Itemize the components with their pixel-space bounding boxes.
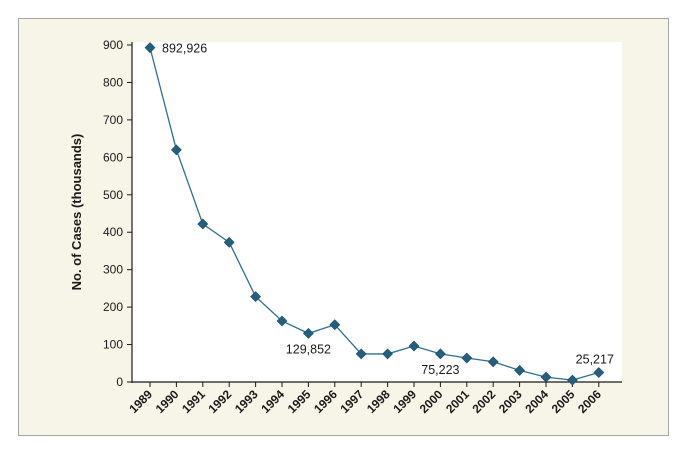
data-point [461,352,473,364]
data-label: 75,223 [421,363,459,377]
y-tick-label: 400 [103,225,123,239]
x-tick-label: 1989 [126,387,155,416]
y-tick-label: 500 [103,188,123,202]
data-point [223,236,235,248]
x-tick-label: 1994 [258,387,287,416]
data-point [197,218,209,230]
data-point [276,315,288,327]
y-tick-label: 0 [116,375,123,389]
data-point [329,319,341,331]
data-point [382,348,394,360]
x-tick-label: 1990 [153,387,182,416]
x-ticks: 1989199019911992199319941995199619971998… [126,382,604,416]
y-tick-label: 300 [103,263,123,277]
x-tick-label: 2004 [522,387,551,416]
x-tick-label: 1992 [206,387,235,416]
data-point [144,42,156,54]
data-point [434,348,446,360]
x-tick-label: 2000 [417,387,446,416]
y-tick-label: 600 [103,150,123,164]
y-tick-label: 100 [103,338,123,352]
x-tick-label: 1993 [232,387,261,416]
x-tick-label: 2003 [496,387,525,416]
y-tick-label: 700 [103,113,123,127]
data-point [566,374,578,386]
data-point [408,340,420,352]
x-tick-label: 1991 [179,387,208,416]
x-tick-label: 2006 [575,387,604,416]
data-point [302,327,314,339]
data-label: 892,926 [162,42,207,56]
y-axis-label: No. of Cases (thousands) [69,134,84,291]
x-tick-label: 1997 [338,387,367,416]
data-label: 129,852 [286,342,331,356]
data-label: 25,217 [576,353,614,367]
x-tick-label: 1999 [390,387,419,416]
x-tick-label: 1995 [285,387,314,416]
series-line [149,47,599,381]
data-point [355,348,367,360]
data-point [514,364,526,376]
annotations: 892,926 129,852 75,223 25,217 [162,42,614,377]
y-tick-label: 800 [103,75,123,89]
x-tick-label: 1998 [364,387,393,416]
x-tick-label: 2002 [470,387,499,416]
data-point [540,371,552,383]
axes [131,42,622,383]
data-point [170,144,182,156]
x-tick-label: 2005 [549,387,578,416]
x-tick-label: 2001 [443,387,472,416]
y-ticks: 0 100 200 300 400 500 600 700 800 900 [103,38,132,389]
x-tick-label: 1996 [311,387,340,416]
data-point [250,291,262,303]
y-tick-label: 200 [103,300,123,314]
data-point [593,367,605,378]
data-point [487,356,499,368]
chart-figure: 0 100 200 300 400 500 600 700 800 900 1989 1990 199… [18,18,669,436]
plot-area [132,42,622,382]
y-tick-label: 900 [103,38,123,52]
series [144,42,605,386]
